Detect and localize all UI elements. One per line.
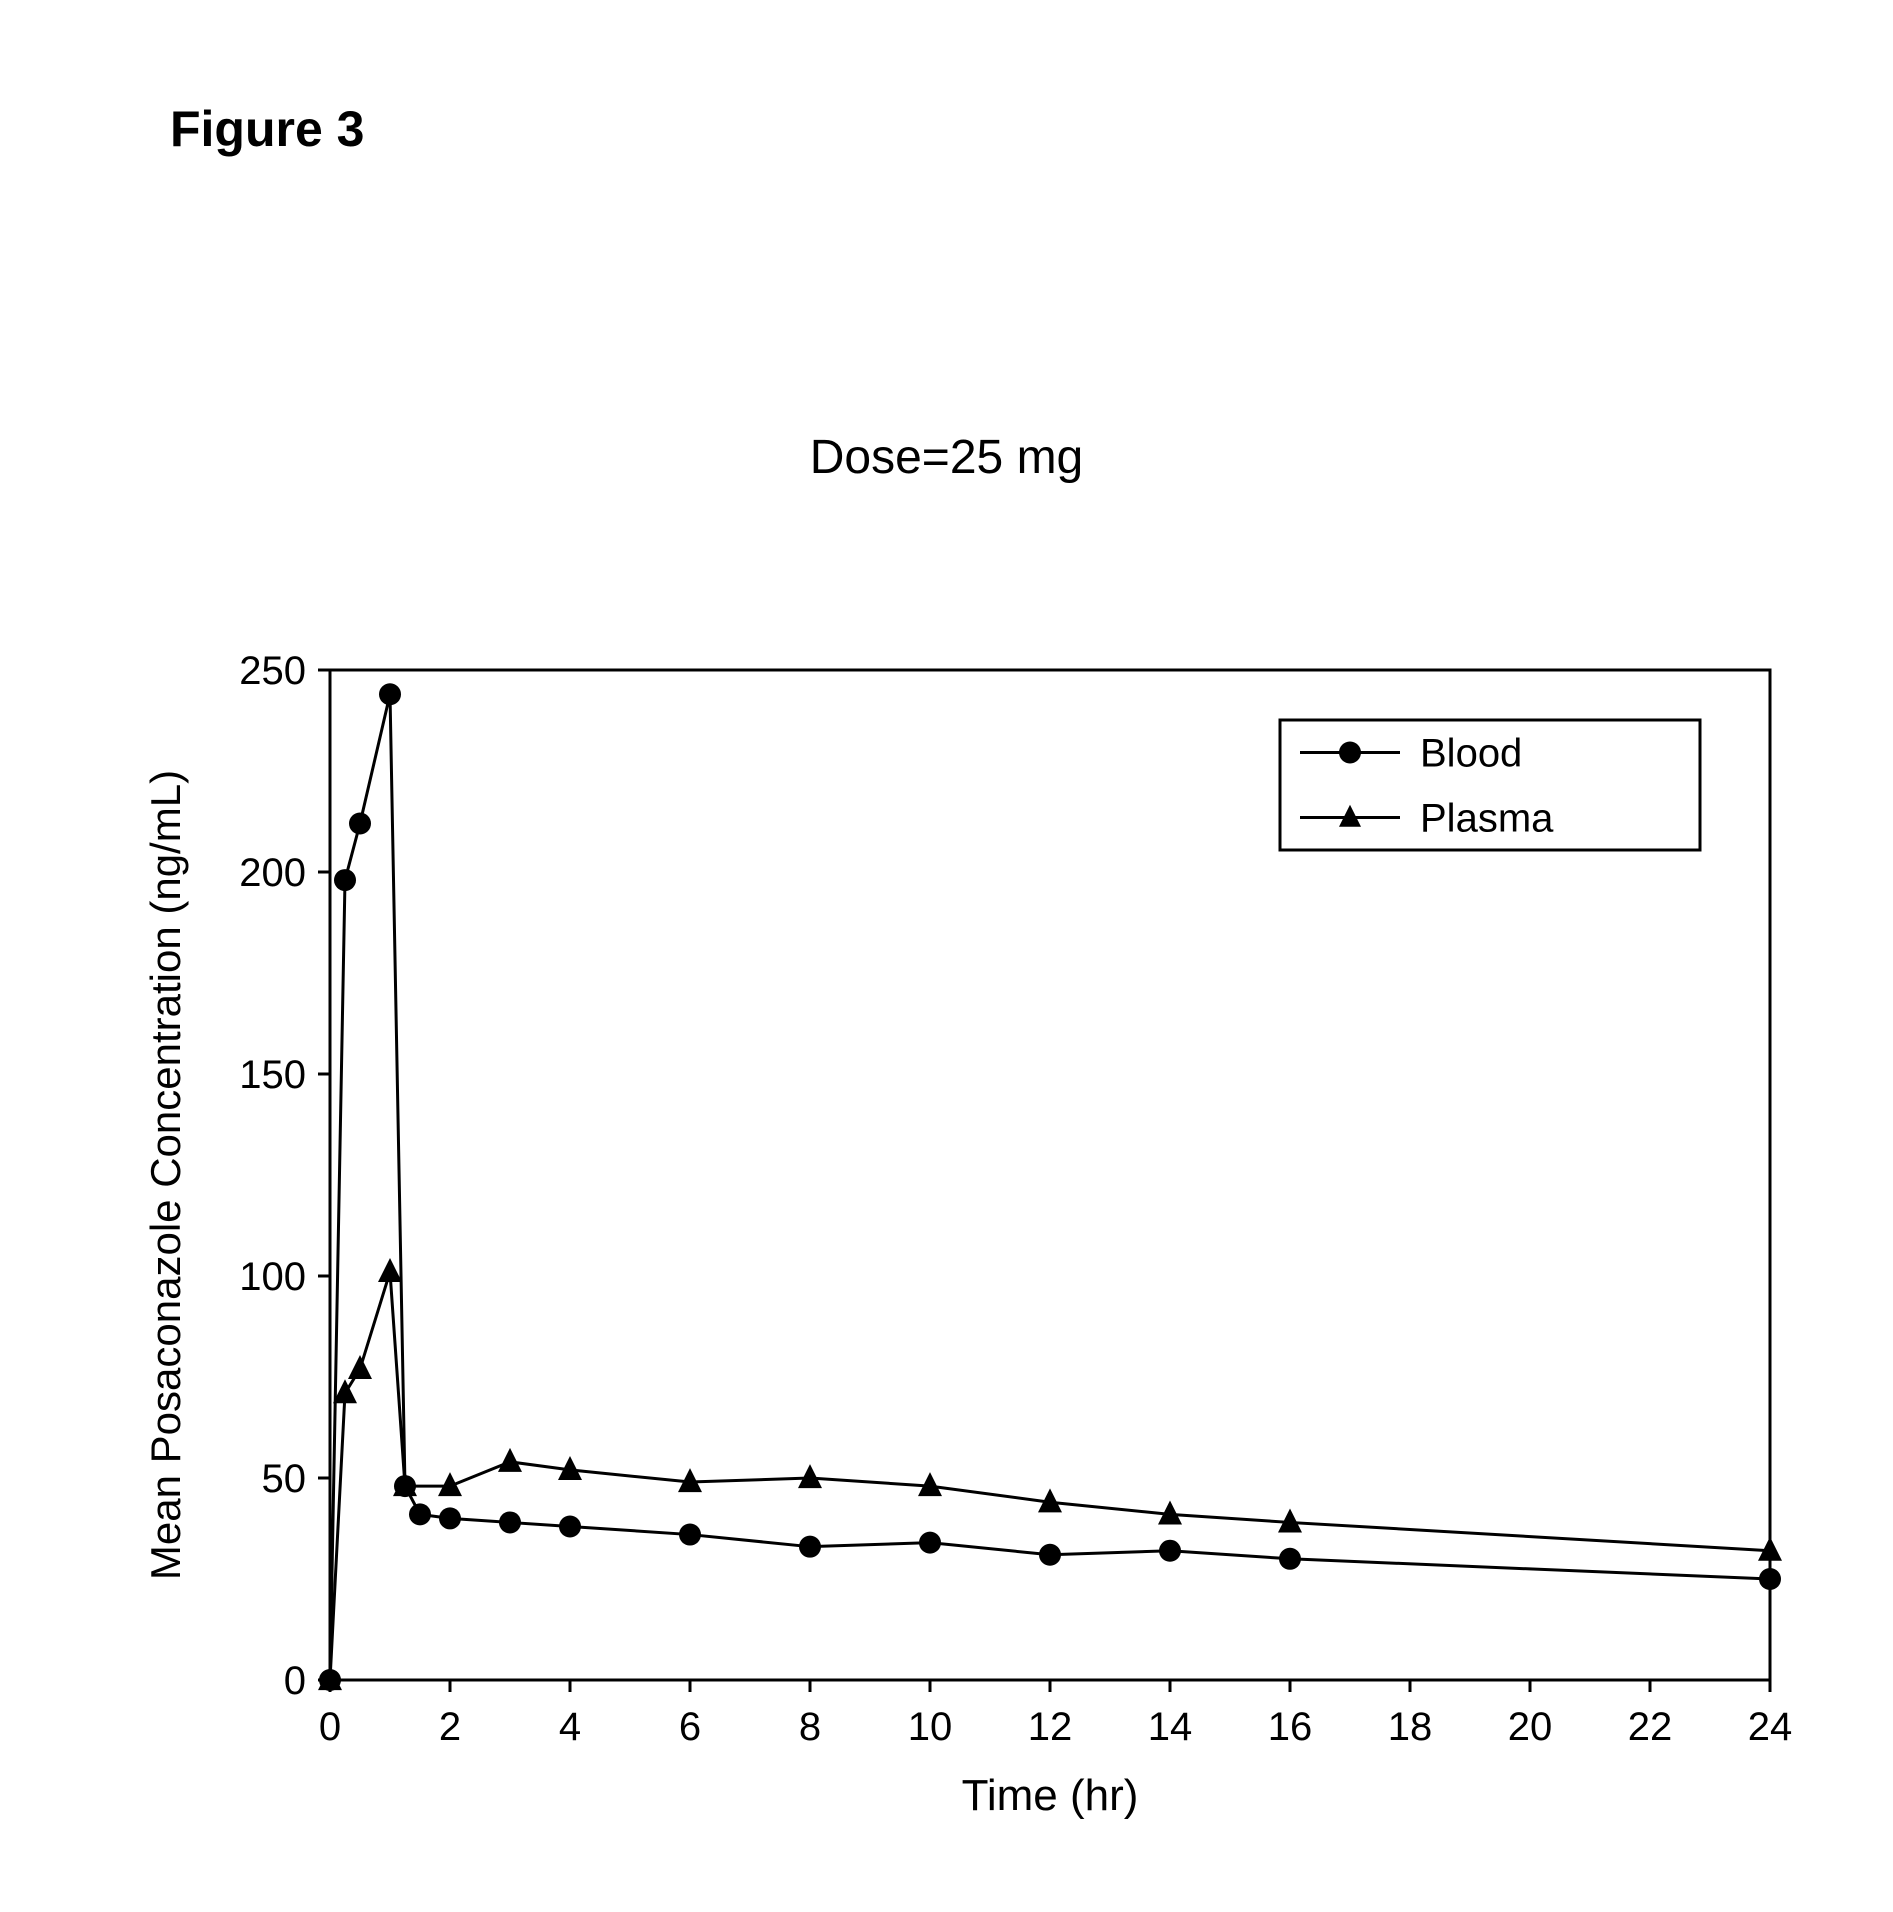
y-tick-label: 200 — [239, 851, 306, 895]
series-marker-blood — [1759, 1568, 1781, 1590]
series-marker-plasma — [498, 1448, 522, 1472]
y-tick-label: 150 — [239, 1053, 306, 1097]
series-marker-blood — [799, 1536, 821, 1558]
x-tick-label: 22 — [1628, 1705, 1673, 1749]
series-marker-blood — [679, 1524, 701, 1546]
x-tick-label: 20 — [1508, 1705, 1553, 1749]
y-tick-label: 0 — [284, 1659, 306, 1703]
series-marker-blood — [919, 1532, 941, 1554]
y-tick-label: 50 — [262, 1457, 307, 1501]
series-line-plasma — [330, 1272, 1770, 1680]
y-axis-label: Mean Posaconazole Concentration (ng/mL) — [142, 770, 189, 1580]
x-tick-label: 10 — [908, 1705, 953, 1749]
y-tick-label: 100 — [239, 1255, 306, 1299]
chart-svg: 024681012141618202224Time (hr)0501001502… — [0, 0, 1893, 1912]
x-tick-label: 8 — [799, 1705, 821, 1749]
series-marker-blood — [499, 1511, 521, 1533]
legend-label-plasma: Plasma — [1420, 797, 1554, 841]
x-tick-label: 2 — [439, 1705, 461, 1749]
series-marker-blood — [1039, 1544, 1061, 1566]
series-marker-blood — [1159, 1540, 1181, 1562]
x-tick-label: 0 — [319, 1705, 341, 1749]
y-tick-label: 250 — [239, 649, 306, 693]
x-tick-label: 14 — [1148, 1705, 1193, 1749]
x-tick-label: 16 — [1268, 1705, 1313, 1749]
x-tick-label: 12 — [1028, 1705, 1073, 1749]
series-marker-blood — [559, 1515, 581, 1537]
series-marker-blood — [379, 683, 401, 705]
x-tick-label: 4 — [559, 1705, 581, 1749]
x-tick-label: 6 — [679, 1705, 701, 1749]
x-tick-label: 18 — [1388, 1705, 1433, 1749]
series-marker-plasma — [348, 1355, 372, 1379]
legend-marker-blood — [1339, 742, 1361, 764]
legend-label-blood: Blood — [1420, 732, 1522, 776]
series-marker-blood — [1279, 1548, 1301, 1570]
series-marker-blood — [349, 813, 371, 835]
series-marker-blood — [439, 1507, 461, 1529]
series-marker-plasma — [378, 1258, 402, 1282]
series-marker-plasma — [798, 1464, 822, 1488]
page: Figure 3 Dose=25 mg 02468101214161820222… — [0, 0, 1893, 1912]
series-marker-blood — [409, 1503, 431, 1525]
x-tick-label: 24 — [1748, 1705, 1793, 1749]
x-axis-label: Time (hr) — [962, 1771, 1139, 1820]
series-marker-blood — [334, 869, 356, 891]
